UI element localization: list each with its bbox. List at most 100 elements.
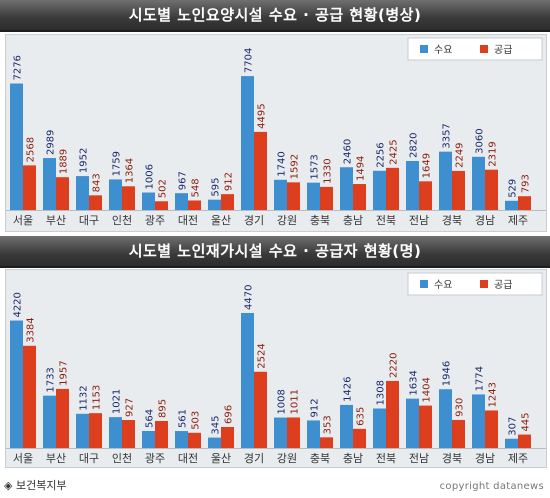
data-label: 1774	[475, 366, 486, 391]
category-label: 부산	[46, 452, 66, 465]
bar-supply	[254, 371, 267, 448]
bar-demand	[340, 404, 353, 448]
chart-area-1: 7276 2568 서울 2989 1889 부산 1952 843 대구 1759 1364 인천 1…	[5, 34, 547, 232]
bar-supply	[353, 184, 366, 210]
category-label: 경북	[442, 452, 462, 465]
bar-demand	[505, 438, 518, 448]
data-label: 2220	[389, 352, 400, 377]
category-label: 대전	[178, 452, 198, 465]
category-label: 전남	[409, 452, 429, 465]
bar-demand	[439, 389, 452, 448]
bar-demand	[76, 413, 89, 448]
bar-supply	[155, 201, 168, 210]
bar-supply	[518, 434, 531, 448]
bar-supply	[221, 426, 234, 448]
data-label: 1634	[409, 370, 420, 395]
data-label: 2989	[46, 130, 57, 155]
data-label: 967	[178, 171, 189, 190]
source-label: ◈ 보건복지부	[4, 479, 67, 492]
legend: 수요 공급	[407, 37, 543, 61]
bar-supply	[122, 420, 135, 448]
data-label: 1592	[290, 154, 301, 179]
bar-demand	[406, 160, 419, 210]
legend-swatch	[480, 45, 488, 53]
data-label: 843	[92, 173, 103, 192]
bar-supply	[452, 419, 465, 448]
data-label: 595	[211, 178, 222, 197]
bar-supply	[419, 181, 432, 210]
data-label: 7704	[244, 48, 255, 73]
data-label: 503	[191, 411, 202, 430]
data-label: 1006	[145, 164, 156, 189]
bar-supply	[221, 194, 234, 210]
data-label: 445	[521, 412, 532, 431]
bar-demand	[373, 408, 386, 448]
category-label: 광주	[145, 452, 165, 465]
bar-demand	[10, 320, 23, 448]
bar-demand	[373, 170, 386, 210]
bar-demand	[43, 395, 56, 448]
category-label: 서울	[13, 214, 33, 227]
category-label: 전남	[409, 214, 429, 227]
bar-demand	[175, 431, 188, 448]
data-label: 1759	[112, 151, 123, 176]
data-label: 1494	[356, 156, 367, 181]
category-label: 전북	[376, 452, 396, 465]
bar-demand	[307, 420, 320, 448]
category-label: 강원	[277, 452, 297, 465]
data-label: 2820	[409, 133, 420, 158]
category-label: 울산	[211, 452, 231, 465]
bar-supply	[386, 380, 399, 448]
legend-box	[407, 272, 543, 296]
bar-demand	[340, 167, 353, 210]
data-label: 912	[310, 398, 321, 417]
data-label: 2460	[343, 139, 354, 164]
category-label: 경남	[475, 452, 495, 465]
bar-supply	[320, 186, 333, 210]
data-label: 2568	[26, 137, 37, 162]
bar-supply	[23, 345, 36, 448]
category-label: 광주	[145, 214, 165, 227]
data-label: 1649	[422, 153, 433, 178]
bar-supply	[122, 186, 135, 210]
data-label: 307	[508, 417, 519, 436]
data-label: 529	[508, 179, 519, 198]
legend: 수요 공급	[407, 272, 543, 296]
bar-demand	[274, 417, 287, 448]
bar-demand	[142, 430, 155, 448]
bar-supply	[89, 413, 102, 448]
category-label: 경남	[475, 214, 495, 227]
data-label: 1308	[376, 380, 387, 405]
data-label: 561	[178, 409, 189, 428]
data-label: 502	[158, 179, 169, 198]
bar-demand	[208, 199, 221, 210]
bar-demand	[43, 158, 56, 210]
data-label: 3384	[26, 317, 37, 342]
data-label: 1364	[125, 158, 136, 183]
category-label: 대전	[178, 214, 198, 227]
bar-demand	[472, 394, 485, 448]
data-label: 353	[323, 415, 334, 434]
bar-supply	[419, 405, 432, 448]
chart-title-2: 시도별 노인재가시설 수요 · 공급자 현황(명)	[0, 236, 550, 268]
data-label: 1153	[92, 385, 103, 410]
data-label: 3357	[442, 123, 453, 148]
bar-supply	[353, 428, 366, 448]
bar-demand	[307, 182, 320, 210]
data-label: 1404	[422, 377, 433, 402]
category-label: 인천	[112, 213, 132, 227]
category-label: 울산	[211, 214, 231, 227]
legend-swatch	[420, 45, 428, 53]
data-label: 564	[145, 409, 156, 428]
data-label: 7276	[13, 55, 24, 80]
data-label: 635	[356, 407, 367, 426]
data-label: 1733	[46, 367, 57, 392]
category-label: 충북	[310, 452, 330, 465]
data-label: 1740	[277, 151, 288, 176]
data-label: 1426	[343, 376, 354, 401]
bar-supply	[287, 417, 300, 448]
bar-demand	[406, 398, 419, 448]
data-label: 4470	[244, 285, 255, 310]
